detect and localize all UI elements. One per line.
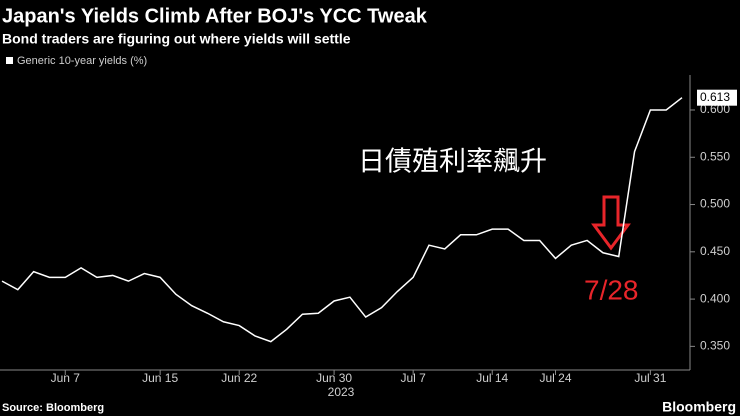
arrow (591, 195, 631, 251)
x-tick-label: Jun 15 (142, 371, 178, 385)
x-tick-label: Jun 22 (221, 371, 257, 385)
source: Source: Bloomberg (2, 402, 104, 414)
brand: Bloomberg (662, 399, 736, 415)
y-tick-label: 0.350 (700, 339, 730, 353)
x-tick-label: Jun 7 (51, 371, 81, 385)
x-tick-label: Jul 14 (476, 371, 508, 385)
last-value-label: 0.613 (700, 90, 730, 104)
chart-title: Japan's Yields Climb After BOJ's YCC Twe… (2, 5, 428, 27)
annotation: 日債殖利率飆升 (358, 139, 547, 178)
legend-label: Generic 10-year yields (%) (17, 55, 147, 67)
y-tick-label: 0.500 (700, 197, 730, 211)
legend-swatch (6, 57, 13, 64)
x-tick-label: Jul 24 (539, 371, 571, 385)
chart-subtitle: Bond traders are figuring out where yiel… (2, 31, 351, 47)
x-tick-label: Jul 31 (634, 371, 666, 385)
x-tick-label: Jul 7 (400, 371, 426, 385)
x-tick-label: Jun 30 (316, 371, 352, 385)
line (1, 97, 683, 343)
last-value-box (697, 89, 737, 106)
annotation: 7/28 (584, 274, 639, 305)
y-tick-label: 0.450 (700, 244, 730, 258)
y-tick-label: 0.550 (700, 149, 730, 163)
y-tick-label: 0.400 (700, 291, 730, 305)
x-axis-year: 2023 (328, 385, 355, 399)
